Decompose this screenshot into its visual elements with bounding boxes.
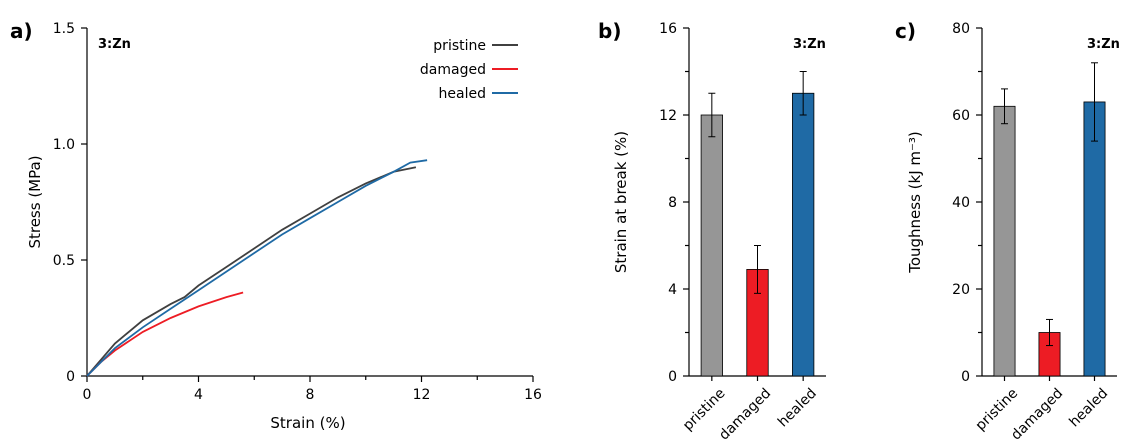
x-tick-label: 4 (194, 387, 203, 403)
y-tick-label: 80 (952, 21, 970, 37)
y-tick-label: 0 (961, 369, 970, 385)
series-line-damaged (86, 291, 244, 377)
panel-label-b: b) (598, 19, 621, 43)
y-tick-label: 60 (952, 108, 970, 124)
annotation-b: 3:Zn (793, 37, 826, 52)
x-tick-label: 12 (413, 387, 431, 403)
panel-label-c: c) (895, 19, 916, 43)
legend-label-damaged: damaged (420, 62, 486, 78)
y-tick-label: 4 (668, 282, 677, 298)
annotation-a: 3:Zn (98, 37, 131, 52)
annotation-c: 3:Zn (1087, 37, 1120, 52)
legend-label-pristine: pristine (433, 38, 486, 54)
line-chart-panel: a) 3:Zn Strain (%) Stress (MPa) 0 4 8 12 16 0… (10, 19, 542, 432)
strain-bar-healed (792, 92, 815, 377)
category-label-healed: healed (1066, 385, 1111, 430)
y-tick-label: 16 (659, 21, 677, 37)
y-axis-title-a: Stress (MPa) (26, 155, 44, 248)
y-tick-label: 0 (66, 369, 75, 385)
y-axis-title-c: Toughness (kJ m⁻³) (906, 131, 924, 274)
y-tick-label: 8 (668, 195, 677, 211)
strain-bar-pristine (700, 114, 723, 377)
toughness-bar-pristine (993, 105, 1016, 377)
y-tick-label: 40 (952, 195, 970, 211)
panel-label-a: a) (10, 19, 33, 43)
y-tick-label: 12 (659, 108, 677, 124)
x-axis-title-a: Strain (%) (270, 414, 345, 432)
x-tick-label: 16 (524, 387, 542, 403)
y-axis-title-b: Strain at break (%) (612, 131, 630, 273)
x-tick-label: 8 (306, 387, 315, 403)
y-tick-label: 0 (668, 369, 677, 385)
series-line-pristine (86, 166, 417, 377)
y-tick-label: 1.0 (53, 137, 75, 153)
x-tick-label: 0 (83, 387, 92, 403)
category-label-healed: healed (775, 385, 820, 430)
toughness-bar-healed (1083, 101, 1106, 377)
y-tick-label: 0.5 (53, 253, 75, 269)
y-tick-label: 1.5 (53, 21, 75, 37)
legend-label-healed: healed (439, 86, 486, 102)
y-tick-label: 20 (952, 282, 970, 298)
series-line-healed (86, 159, 428, 377)
